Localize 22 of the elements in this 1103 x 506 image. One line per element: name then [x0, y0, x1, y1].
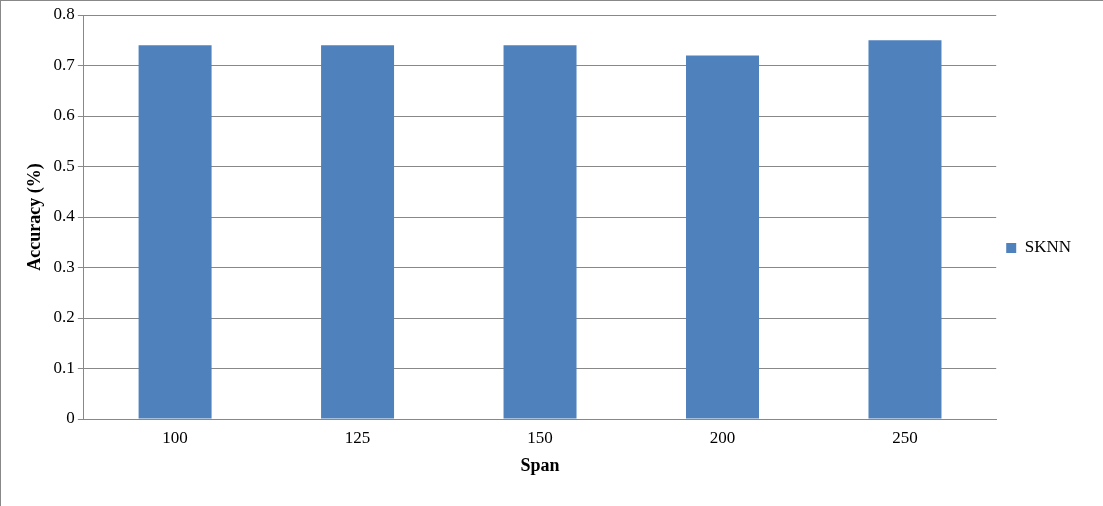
x-axis-title: Span	[520, 454, 560, 475]
x-tick-label: 250	[892, 427, 918, 447]
y-tick-label: 0.2	[53, 307, 75, 327]
y-tick-label: 0.6	[53, 105, 75, 125]
x-tick-label: 100	[162, 427, 188, 447]
y-tick-label: 0.3	[53, 256, 75, 276]
bar	[868, 40, 942, 419]
bar	[321, 45, 395, 419]
bar	[138, 45, 212, 419]
y-tick-label: 0	[66, 408, 75, 428]
y-tick-label: 0.7	[53, 54, 76, 74]
y-tick-label: 0.8	[53, 4, 75, 24]
y-axis-title: Accuracy (%)	[24, 163, 46, 271]
x-tick-label: 125	[344, 427, 371, 447]
y-tick-label: 0.5	[53, 155, 75, 175]
x-tick-label: 150	[527, 427, 553, 447]
y-tick-label: 0.4	[53, 206, 76, 226]
y-tick-label: 0.1	[53, 357, 75, 377]
x-tick-label: 200	[709, 427, 736, 447]
bar	[686, 55, 759, 419]
legend-label: SKNN	[1024, 237, 1072, 257]
bar	[503, 45, 577, 419]
